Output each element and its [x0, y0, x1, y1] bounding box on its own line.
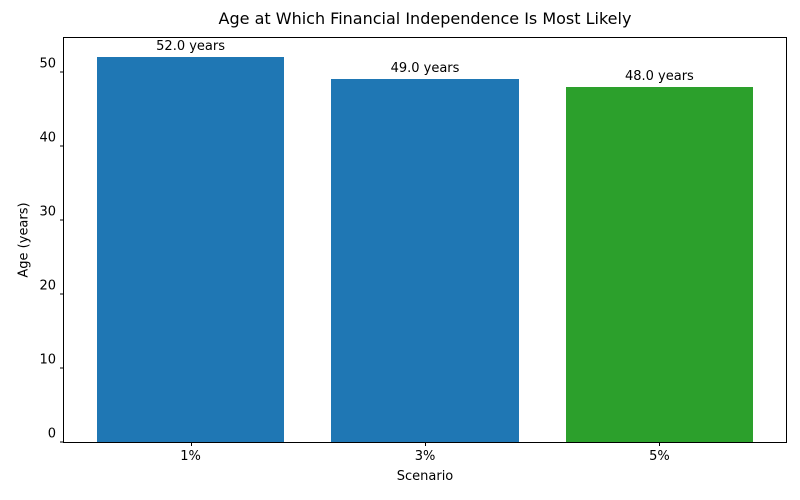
y-tick-mark [60, 219, 64, 221]
y-tick-mark [60, 441, 64, 443]
y-tick-mark [60, 367, 64, 369]
x-tick-mark [659, 442, 661, 446]
y-tick-label: 20 [39, 278, 56, 294]
x-tick-mark [425, 442, 426, 446]
y-axis-label: Age (years) [16, 202, 32, 278]
chart-title: Age at Which Financial Independence Is M… [218, 9, 632, 28]
y-tick-label: 0 [47, 426, 56, 442]
y-tick-mark [60, 293, 64, 295]
y-tick-label: 50 [39, 56, 56, 72]
bar-3% [331, 79, 519, 442]
x-tick-label: 3% [414, 449, 436, 464]
x-axis-label: Scenario [396, 469, 454, 484]
y-tick-mark [60, 145, 64, 147]
y-tick-label: 40 [39, 130, 56, 146]
y-tick-label: 30 [39, 204, 56, 220]
bar-value-label: 52.0 years [156, 39, 226, 55]
x-tick-label: 5% [649, 449, 670, 464]
x-tick-mark [190, 442, 192, 446]
y-tick-mark [60, 71, 64, 73]
y-tick-label: 10 [39, 352, 56, 368]
bar-value-label: 49.0 years [390, 61, 460, 77]
bar-1% [96, 57, 285, 442]
bar-5% [565, 86, 754, 442]
bar-value-label: 48.0 years [624, 68, 694, 84]
x-tick-label: 1% [180, 449, 201, 464]
plot-area: 52.0 years 1% 49.0 years 3% 48.0 years 5% 0 10 2… [39, 37, 787, 464]
